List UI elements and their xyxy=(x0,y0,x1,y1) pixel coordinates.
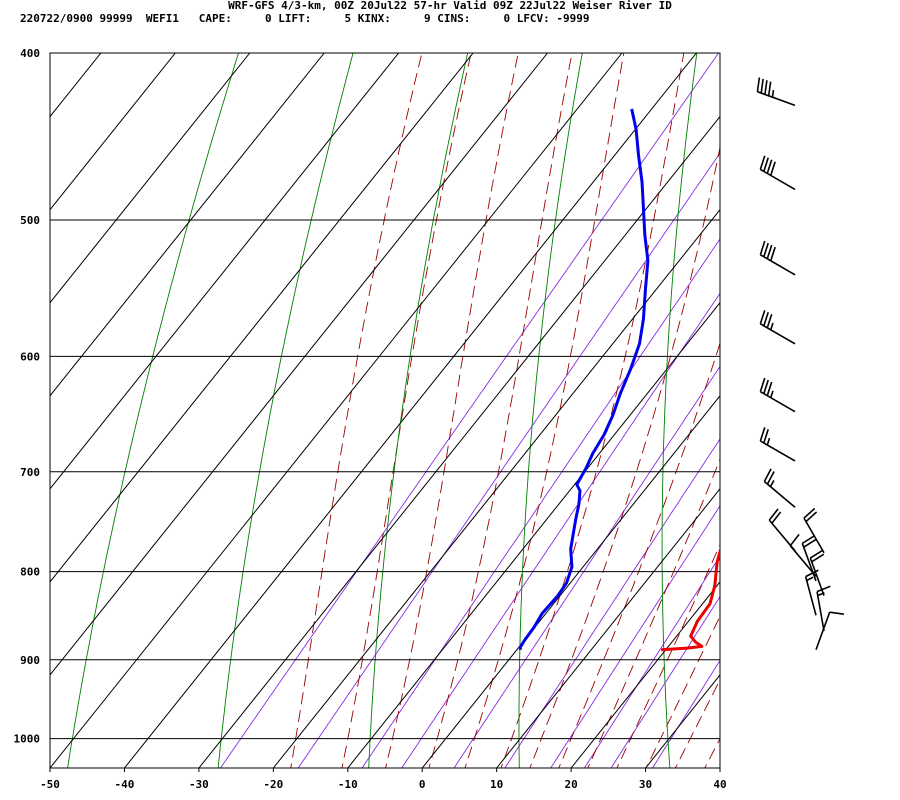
dry-adiabat xyxy=(661,53,698,768)
isotherm-gridline xyxy=(50,53,176,211)
dewpoint-trace xyxy=(518,108,650,650)
isotherm-gridline xyxy=(198,115,720,768)
wind-barb xyxy=(759,240,796,276)
mixing-ratio-line xyxy=(610,595,720,768)
y-tick-label: 500 xyxy=(20,214,40,227)
mixing-ratio-line xyxy=(504,438,720,768)
dry-adiabat xyxy=(217,53,354,768)
moist-adiabat xyxy=(500,53,685,768)
mixing-ratio-lines xyxy=(219,53,720,768)
wind-barb xyxy=(759,377,796,413)
wind-barb xyxy=(815,611,844,651)
mixing-ratio-line xyxy=(361,238,720,768)
wind-barb xyxy=(759,155,796,191)
isotherm-gridline xyxy=(50,53,474,583)
x-tick-label: -20 xyxy=(263,778,283,791)
isotherm-gridline xyxy=(272,208,720,768)
y-tick-label: 1000 xyxy=(14,733,41,746)
isotherm-gridline xyxy=(50,53,251,304)
y-tick-label: 800 xyxy=(20,566,40,579)
wind-barb xyxy=(763,468,796,508)
moist-adiabat xyxy=(428,53,573,768)
dry-adiabat xyxy=(368,53,469,768)
mixing-ratio-line xyxy=(219,53,719,768)
isotherm-gridline xyxy=(719,767,720,768)
dry-adiabat xyxy=(67,53,239,768)
sounding-traces xyxy=(518,108,720,652)
isotherm-gridline xyxy=(124,53,697,768)
x-tick-label: -30 xyxy=(189,778,209,791)
wind-barb xyxy=(756,77,796,107)
moist-adiabats xyxy=(290,53,720,768)
isotherm-gridline xyxy=(50,53,623,768)
isotherm-gridline xyxy=(50,53,400,490)
x-tick-label: 20 xyxy=(564,778,577,791)
mixing-ratio-line xyxy=(583,555,720,768)
x-tick-label: 40 xyxy=(713,778,726,791)
x-tick-label: 30 xyxy=(639,778,652,791)
grid-lines xyxy=(50,53,720,768)
x-tick-label: -50 xyxy=(40,778,60,791)
wind-barb xyxy=(801,535,817,582)
y-tick-label: 900 xyxy=(20,654,40,667)
y-tick-label: 700 xyxy=(20,466,40,479)
dry-adiabats xyxy=(67,53,821,775)
wind-barb-column xyxy=(756,77,844,651)
moist-adiabat xyxy=(674,678,720,768)
moist-adiabat xyxy=(645,615,720,768)
isotherm-gridline xyxy=(347,301,720,768)
isotherm-gridline xyxy=(50,53,325,397)
moist-adiabat xyxy=(464,53,625,768)
x-tick-label: 0 xyxy=(419,778,426,791)
x-tick-label: -10 xyxy=(338,778,358,791)
isotherm-gridline xyxy=(496,488,720,768)
sounding-stats: 220722/0900 99999 WEFI1 CAPE: 0 LIFT: 5 … xyxy=(20,12,590,25)
wind-barb xyxy=(759,427,796,462)
mixing-ratio-line xyxy=(297,152,720,768)
x-tick-label: 10 xyxy=(490,778,503,791)
moist-adiabat xyxy=(385,53,519,768)
temperature-trace xyxy=(661,546,720,652)
mixing-ratio-line xyxy=(651,659,720,768)
chart-title: WRF-GFS 4/3-km, 00Z 20Jul22 57-hr Valid … xyxy=(228,0,672,12)
mixing-ratio-line xyxy=(453,365,720,768)
mixing-ratio-line xyxy=(401,292,720,768)
wind-barb xyxy=(803,507,825,554)
moist-adiabat xyxy=(587,458,720,768)
dry-adiabat xyxy=(796,53,821,775)
wind-barb xyxy=(816,585,831,632)
wind-barb xyxy=(759,309,796,345)
axis-ticks: 400 500 600 700 800 900 1000 -50 -40 -30 -20 -10 0 10… xyxy=(14,47,727,791)
dry-adiabat xyxy=(518,53,583,768)
moist-adiabat xyxy=(290,53,423,768)
y-tick-label: 600 xyxy=(20,350,40,363)
mixing-ratio-line xyxy=(550,505,720,768)
moist-adiabat xyxy=(529,145,720,768)
moist-adiabat xyxy=(704,737,720,768)
moist-adiabat xyxy=(616,543,720,768)
isotherm-gridline xyxy=(50,53,548,676)
isotherm-gridline xyxy=(570,581,720,768)
moist-adiabat xyxy=(341,53,472,768)
x-tick-label: -40 xyxy=(115,778,135,791)
isotherm-gridline xyxy=(421,394,720,768)
moist-adiabat xyxy=(558,342,720,768)
wind-barb xyxy=(804,569,819,616)
y-tick-label: 400 xyxy=(20,47,40,60)
plot-frame xyxy=(49,52,721,769)
